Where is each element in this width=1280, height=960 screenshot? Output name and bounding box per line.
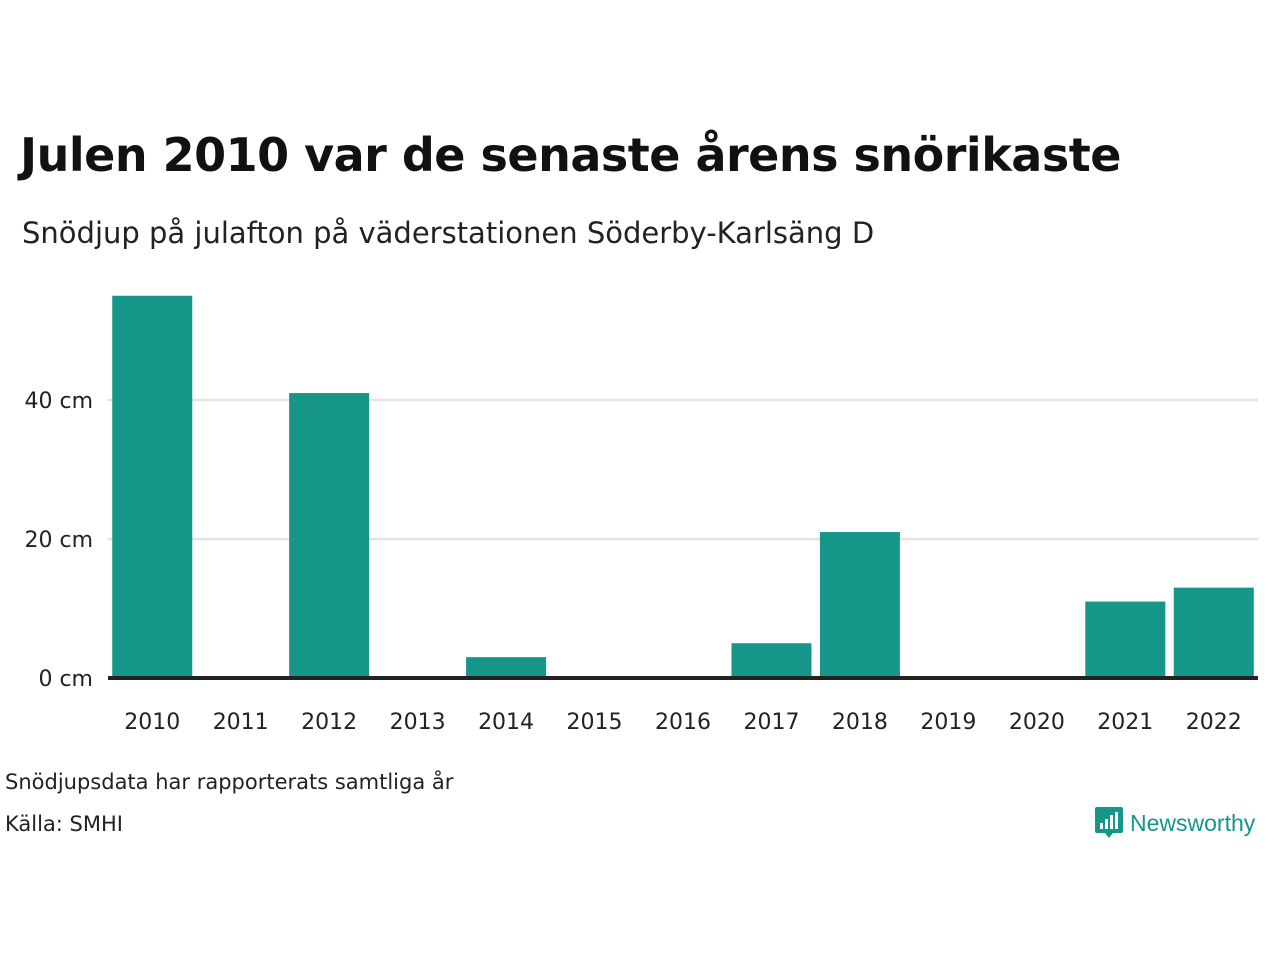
gridlines — [108, 398, 1258, 541]
source-note: Källa: SMHI — [5, 812, 123, 836]
bar-2022 — [1173, 587, 1254, 678]
x-tick-label: 2019 — [920, 710, 976, 735]
x-tick-label: 2010 — [124, 710, 180, 735]
x-tick-label: 2012 — [301, 710, 357, 735]
brand-logo: Newsworthy — [1094, 806, 1255, 840]
bar-2012 — [289, 393, 370, 678]
chart-subtitle: Snödjup på julafton på väderstationen Sö… — [22, 216, 875, 250]
x-tick-label: 2011 — [213, 710, 269, 735]
bar-2017 — [731, 643, 812, 678]
x-tick-label: 2022 — [1186, 710, 1242, 735]
bar-2010 — [112, 295, 193, 678]
brand-name: Newsworthy — [1130, 809, 1256, 836]
x-tick-label: 2015 — [567, 710, 623, 735]
bar-chart: 0 cm 20 cm 40 cm 2010 2011 2012 2013 2014 2015 20… — [24, 295, 1258, 735]
bars — [112, 295, 1254, 678]
y-tick-label: 40 cm — [24, 389, 93, 414]
x-tick-label: 2020 — [1009, 710, 1065, 735]
bar-2018 — [819, 532, 900, 678]
x-tick-label: 2017 — [743, 710, 799, 735]
chart-title: Julen 2010 var de senaste årens snörikas… — [20, 128, 1121, 182]
y-tick-label: 20 cm — [24, 528, 93, 553]
bar-2021 — [1085, 601, 1166, 678]
axes: 0 cm 20 cm 40 cm 2010 2011 2012 2013 2014 2015 20… — [24, 389, 1258, 735]
x-tick-label: 2016 — [655, 710, 711, 735]
bar-2014 — [466, 657, 547, 678]
footnote: Snödjupsdata har rapporterats samtliga å… — [5, 770, 454, 794]
y-tick-label: 0 cm — [38, 667, 93, 692]
x-tick-label: 2018 — [832, 710, 888, 735]
x-tick-label: 2013 — [390, 710, 446, 735]
x-tick-label: 2014 — [478, 710, 534, 735]
x-tick-label: 2021 — [1097, 710, 1153, 735]
newsworthy-logo-icon — [1095, 807, 1123, 838]
